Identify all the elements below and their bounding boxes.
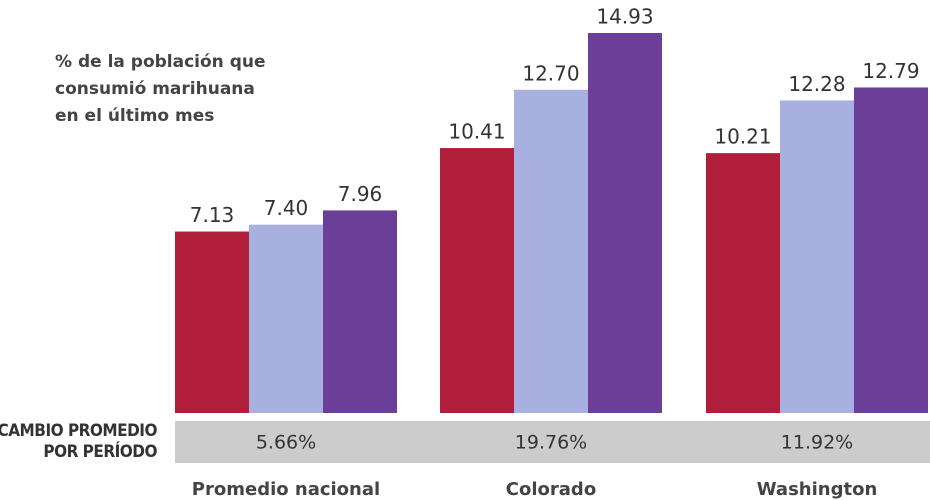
bar [854, 87, 928, 413]
change-value: 19.76% [515, 432, 587, 454]
bar [588, 33, 662, 413]
chart-title: en el último mes [55, 106, 214, 126]
value-label: 10.41 [448, 120, 505, 144]
bar [514, 89, 588, 413]
chart-title: % de la población que [55, 52, 266, 72]
change-value: 5.66% [256, 432, 316, 454]
value-label: 14.93 [596, 5, 653, 29]
value-label: 7.96 [338, 182, 383, 206]
value-label: 7.13 [190, 203, 235, 227]
change-label: POR PERÍODO [43, 440, 157, 462]
bar [706, 153, 780, 413]
x-tick-label: Washington [757, 479, 878, 500]
bar [175, 231, 249, 413]
change-label: CAMBIO PROMEDIO [0, 421, 157, 441]
bar [323, 210, 397, 413]
value-label: 7.40 [264, 196, 309, 220]
x-tick-label: Colorado [506, 479, 596, 500]
value-label: 12.28 [788, 72, 845, 96]
value-label: 12.70 [522, 61, 579, 85]
bar [249, 224, 323, 413]
value-label: 10.21 [714, 125, 771, 149]
change-band [175, 421, 930, 463]
change-value: 11.92% [781, 432, 853, 454]
value-label: 12.79 [862, 59, 919, 83]
bar [440, 148, 514, 414]
x-tick-label: Promedio nacional [192, 479, 380, 500]
bar [780, 100, 854, 413]
chart-title: consumió marihuana [55, 79, 255, 99]
